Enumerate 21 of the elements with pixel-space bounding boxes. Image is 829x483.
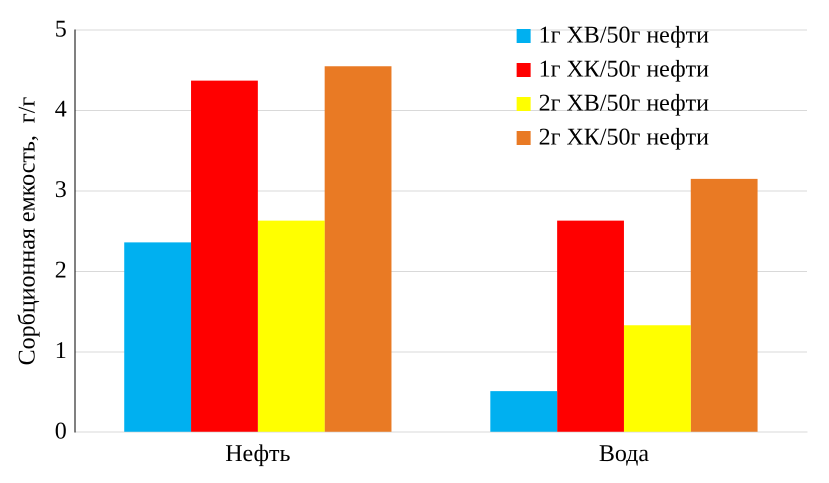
bar [124,242,192,432]
y-tick-label: 2 [54,258,67,284]
y-tick-label: 4 [54,96,67,123]
bar [324,66,392,432]
legend-label: 2г ХВ/50г нефти [538,90,710,116]
y-tick-label: 5 [54,16,67,42]
bar [624,325,691,432]
legend-label: 1г ХК/50г нефти [538,56,710,82]
x-tick-label: Нефть [225,440,291,467]
bar [557,220,624,432]
y-tick-label: 0 [54,418,67,444]
y-tick-label: 1 [54,338,67,364]
bar [258,220,325,432]
legend-label: 2г ХК/50г нефти [538,124,710,150]
x-tick-label: Вода [598,440,650,467]
bar [191,80,258,432]
bar [490,391,558,432]
legend-label: 1г ХВ/50г нефти [538,22,710,48]
y-axis-title: Сорбционная емкость, г/г [14,96,41,366]
y-tick-label: 3 [54,177,67,204]
bar [690,178,758,432]
